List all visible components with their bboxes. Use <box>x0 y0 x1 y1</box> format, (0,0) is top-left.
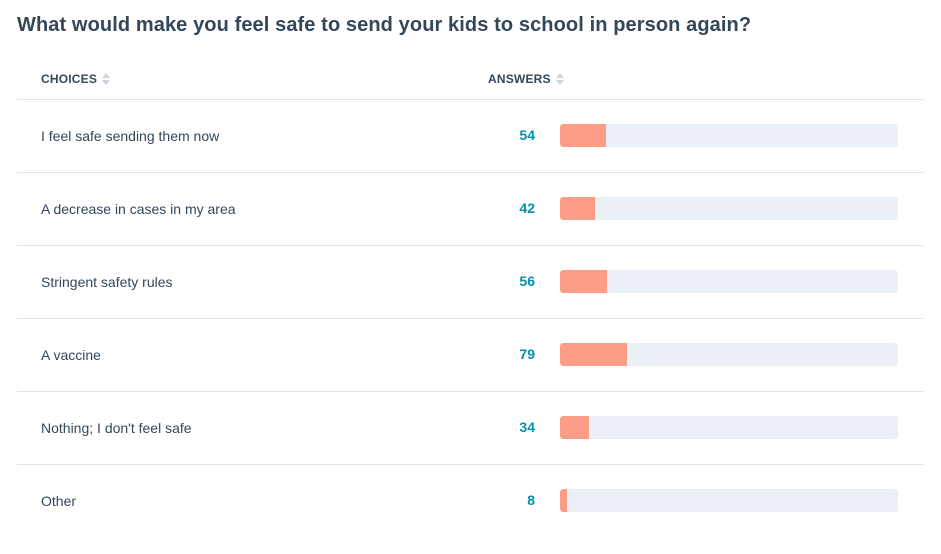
answer-count: 79 <box>519 346 535 362</box>
answer-bar-fill <box>560 489 567 512</box>
answer-bar-track <box>560 416 898 439</box>
answer-bar-track <box>560 489 898 512</box>
answers-column-label: ANSWERS <box>488 72 551 86</box>
answer-count: 42 <box>519 200 535 216</box>
answers-column-header[interactable]: ANSWERS <box>488 72 564 86</box>
answer-count: 8 <box>527 492 535 508</box>
answer-bar-track <box>560 197 898 220</box>
choice-label: A vaccine <box>41 347 101 363</box>
table-row: A vaccine 79 <box>17 319 923 392</box>
table-row: Other 8 <box>17 465 923 537</box>
choice-label: I feel safe sending them now <box>41 128 220 144</box>
answer-count: 54 <box>519 127 535 143</box>
choice-label: Stringent safety rules <box>41 274 173 290</box>
answer-bar-fill <box>560 270 608 293</box>
results-table: CHOICES ANSWERS I feel safe sending them… <box>17 60 923 537</box>
answer-bar-track <box>560 270 898 293</box>
answer-bar-track <box>560 124 898 147</box>
answer-bar-track <box>560 343 898 366</box>
table-row: I feel safe sending them now 54 <box>17 100 923 173</box>
answer-bar-fill <box>560 343 627 366</box>
sort-icon[interactable] <box>102 73 111 85</box>
table-row: Stringent safety rules 56 <box>17 246 923 319</box>
table-row: A decrease in cases in my area 42 <box>17 173 923 246</box>
answer-count: 34 <box>519 419 535 435</box>
answer-bar-fill <box>560 416 589 439</box>
choice-label: Other <box>41 493 77 509</box>
sort-icon[interactable] <box>555 73 564 85</box>
table-row: Nothing; I don't feel safe 34 <box>17 392 923 465</box>
choices-column-header[interactable]: CHOICES <box>41 72 111 86</box>
answer-bar-fill <box>560 197 596 220</box>
choice-label: Nothing; I don't feel safe <box>41 420 192 436</box>
choice-label: A decrease in cases in my area <box>41 201 236 217</box>
table-header: CHOICES ANSWERS <box>17 60 923 100</box>
answer-bar-fill <box>560 124 606 147</box>
answer-count: 56 <box>519 273 535 289</box>
choices-column-label: CHOICES <box>41 72 98 86</box>
survey-question-title: What would make you feel safe to send yo… <box>17 14 752 36</box>
